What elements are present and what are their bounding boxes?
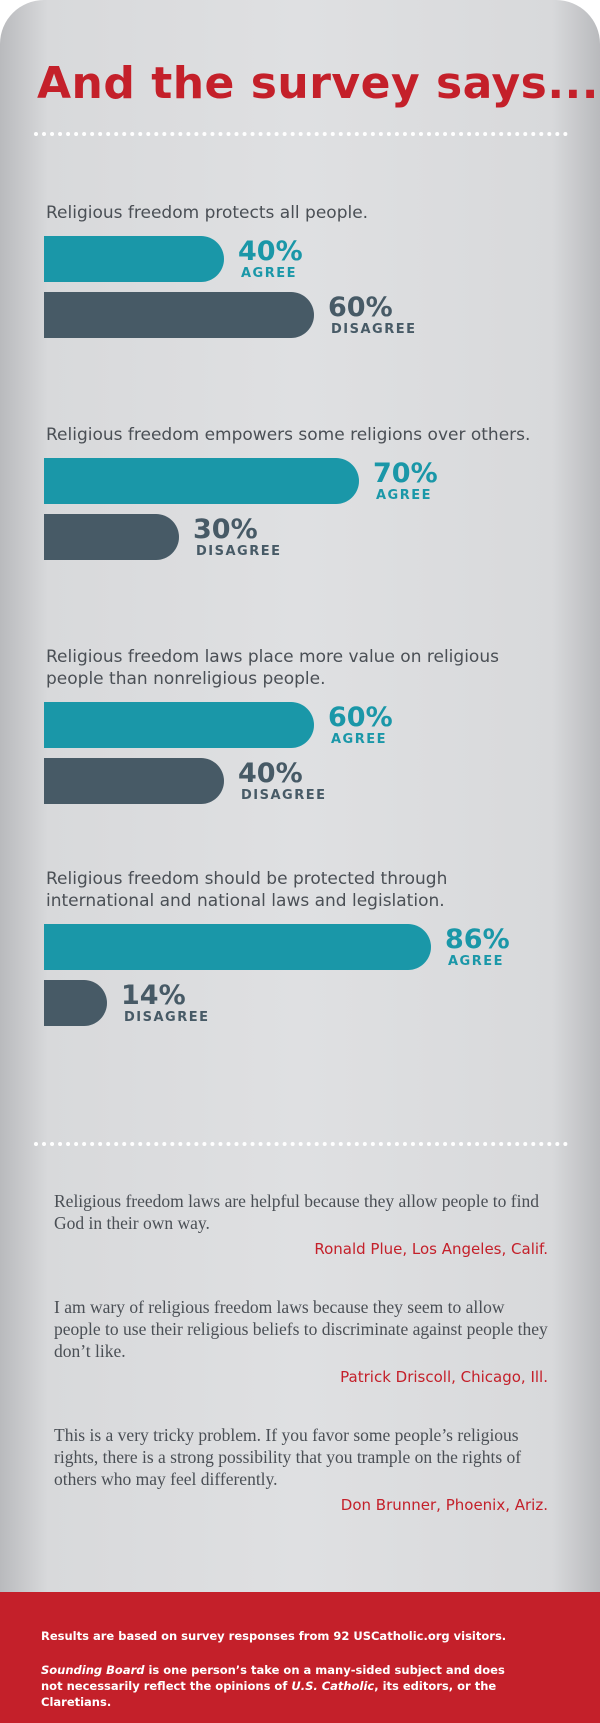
bar	[44, 702, 314, 748]
value-label: 30%	[193, 513, 258, 545]
bar-label: 60% AGREE	[328, 701, 393, 747]
bar-row: 70% AGREE	[0, 458, 600, 504]
bar-row: 86% AGREE	[0, 924, 600, 970]
bar	[44, 758, 224, 804]
footer: Results are based on survey responses fr…	[0, 1592, 600, 1723]
bar-row: 60% AGREE	[0, 702, 600, 748]
quote-author: Ronald Plue, Los Angeles, Calif.	[314, 1240, 548, 1258]
bar	[44, 514, 179, 560]
value-label: 40%	[238, 757, 303, 789]
quotes: Religious freedom laws are helpful becau…	[54, 1190, 548, 1552]
bar	[44, 980, 107, 1026]
bar-row: 40% AGREE	[0, 236, 600, 282]
category-label: DISAGREE	[331, 321, 417, 337]
bar-row: 40% DISAGREE	[0, 758, 600, 804]
bars: 86% AGREE 14% DISAGREE	[0, 924, 600, 1026]
bar	[44, 236, 224, 282]
quote-author: Patrick Driscoll, Chicago, Ill.	[340, 1368, 548, 1386]
bar-row: 14% DISAGREE	[0, 980, 600, 1026]
bar-row: 30% DISAGREE	[0, 514, 600, 560]
quote-author: Don Brunner, Phoenix, Ariz.	[340, 1496, 548, 1514]
bar-label: 86% AGREE	[445, 923, 510, 969]
bars: 60% AGREE 40% DISAGREE	[0, 702, 600, 804]
bars: 40% AGREE 60% DISAGREE	[0, 236, 600, 338]
category-label: DISAGREE	[241, 787, 327, 803]
value-label: 14%	[121, 979, 186, 1011]
bar	[44, 458, 359, 504]
bar-label: 40% DISAGREE	[238, 757, 327, 803]
chart-title: Religious freedom empowers some religion…	[46, 425, 531, 445]
value-label: 60%	[328, 701, 393, 733]
divider	[34, 132, 568, 136]
footer-note: Sounding Board is one person’s take on a…	[41, 1662, 511, 1710]
bar-row: 60% DISAGREE	[0, 292, 600, 338]
value-label: 40%	[238, 235, 303, 267]
chart-title: Religious freedom should be protected th…	[46, 869, 448, 911]
category-label: AGREE	[448, 953, 505, 969]
bar-label: 70% AGREE	[373, 457, 438, 503]
chart: Religious freedom laws place more value …	[0, 646, 600, 868]
page-title: And the survey says...	[37, 58, 599, 109]
chart-title: Religious freedom laws place more value …	[46, 647, 499, 689]
category-label: DISAGREE	[124, 1009, 210, 1025]
category-label: DISAGREE	[196, 543, 282, 559]
bar-label: 60% DISAGREE	[328, 291, 417, 337]
quote: This is a very tricky problem. If you fa…	[54, 1424, 548, 1514]
bars: 70% AGREE 30% DISAGREE	[0, 458, 600, 560]
chart: Religious freedom protects all people. 40…	[0, 202, 600, 424]
value-label: 70%	[373, 457, 438, 489]
chart: Religious freedom empowers some religion…	[0, 424, 600, 646]
bar-label: 14% DISAGREE	[121, 979, 210, 1025]
bar-label: 30% DISAGREE	[193, 513, 282, 559]
bar	[44, 292, 314, 338]
category-label: AGREE	[241, 265, 298, 281]
quote: Religious freedom laws are helpful becau…	[54, 1190, 548, 1258]
note-part: Sounding Board	[41, 1663, 145, 1677]
footer-line: Results are based on survey responses fr…	[41, 1629, 507, 1643]
quote-text: This is a very tricky problem. If you fa…	[54, 1425, 522, 1489]
chart: Religious freedom should be protected th…	[0, 868, 600, 1090]
bar-label: 40% AGREE	[238, 235, 303, 281]
charts: Religious freedom protects all people. 40…	[0, 202, 600, 1090]
divider	[34, 1142, 568, 1146]
note-part: , its editors, or the Claretians.	[41, 1679, 497, 1709]
category-label: AGREE	[331, 731, 388, 747]
category-label: AGREE	[376, 487, 433, 503]
value-label: 86%	[445, 923, 510, 955]
quote: I am wary of religious freedom laws beca…	[54, 1296, 548, 1386]
quote-text: Religious freedom laws are helpful becau…	[54, 1191, 539, 1233]
chart-title: Religious freedom protects all people.	[46, 203, 369, 223]
bar	[44, 924, 431, 970]
note-part: U.S. Catholic	[291, 1679, 375, 1693]
quote-text: I am wary of religious freedom laws beca…	[54, 1297, 548, 1361]
note-part: is one person’s take on a many-sided sub…	[41, 1663, 505, 1693]
value-label: 60%	[328, 291, 393, 323]
